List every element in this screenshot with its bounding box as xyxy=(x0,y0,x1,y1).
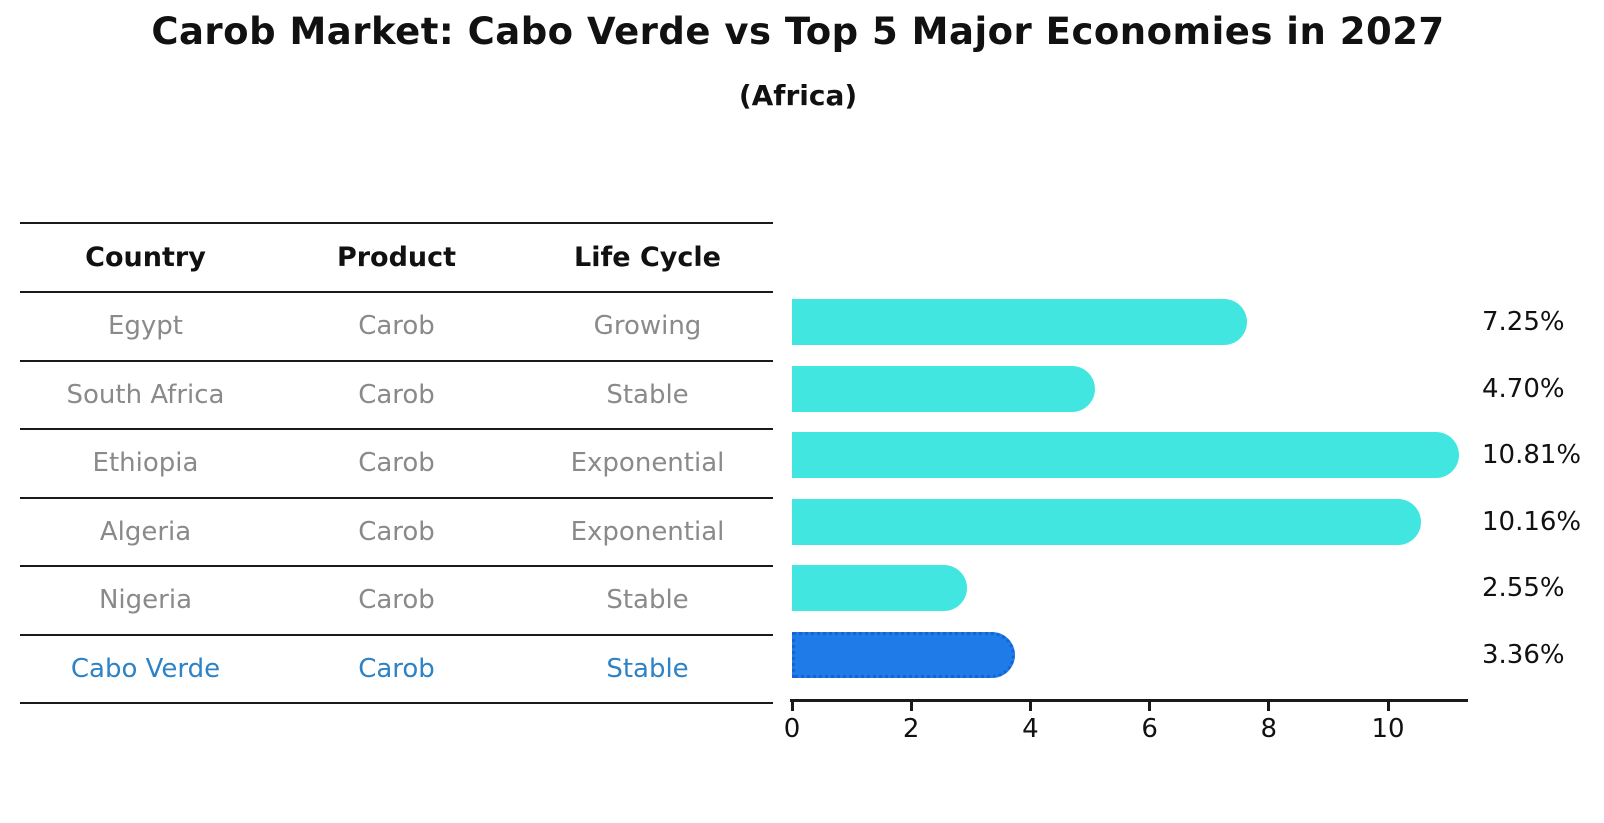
x-tick-label: 10 xyxy=(1371,714,1405,744)
bar-ethiopia xyxy=(792,432,1460,479)
cell-country: Ethiopia xyxy=(92,448,199,479)
bar-value-label: 4.70% xyxy=(1482,373,1565,404)
table-row: Algeria Carob Exponential xyxy=(20,496,773,566)
cell-life-cycle: Exponential xyxy=(570,448,725,479)
bar-nigeria xyxy=(792,565,967,612)
x-tick-label: 0 xyxy=(783,714,801,744)
x-axis-line xyxy=(790,699,1468,702)
chart-subtitle: (Africa) xyxy=(738,79,858,112)
chart-title: Carob Market: Cabo Verde vs Top 5 Major … xyxy=(151,10,1445,53)
table-row: Cabo Verde Carob Stable xyxy=(20,633,773,703)
x-tick-label: 4 xyxy=(1022,714,1039,744)
table-row: Nigeria Carob Stable xyxy=(20,565,773,634)
cell-life-cycle: Growing xyxy=(593,311,702,342)
info-table-body: Egypt Carob Growing South Africa Carob Stable… xyxy=(20,291,773,702)
cell-country: Egypt xyxy=(107,311,184,342)
x-tick xyxy=(1267,702,1271,711)
cell-product: Carob xyxy=(358,448,435,479)
x-tick-label: 2 xyxy=(902,714,920,744)
bar-value-label: 3.36% xyxy=(1482,639,1565,670)
x-tick-label: 6 xyxy=(1141,714,1158,744)
cell-life-cycle: Stable xyxy=(606,379,689,410)
cell-product: Carob xyxy=(358,653,435,684)
cell-life-cycle: Stable xyxy=(606,653,689,684)
cell-product: Carob xyxy=(358,585,435,616)
x-tick xyxy=(909,702,913,711)
cell-product: Carob xyxy=(358,516,435,547)
bar-egypt xyxy=(792,299,1248,346)
cell-product: Carob xyxy=(358,379,435,410)
x-tick xyxy=(790,702,794,711)
table-header-row: Country Product Life Cycle xyxy=(20,222,773,291)
table-row: South Africa Carob Stable xyxy=(20,359,773,429)
header-product: Product xyxy=(336,242,457,273)
cell-product: Carob xyxy=(358,311,435,342)
cell-life-cycle: Stable xyxy=(606,585,689,616)
cell-country: Nigeria xyxy=(98,585,193,616)
header-life-cycle: Life Cycle xyxy=(574,242,721,273)
bar-value-label: 7.25% xyxy=(1482,307,1565,338)
header-country: Country xyxy=(85,242,206,273)
table-row: Ethiopia Carob Exponential xyxy=(20,428,773,497)
bar-algeria xyxy=(792,498,1421,545)
x-tick xyxy=(1386,702,1390,711)
info-table: Country Product Life Cycle Egypt Carob Gro… xyxy=(20,222,773,704)
bar-value-label: 10.81% xyxy=(1482,440,1582,471)
cell-country: Cabo Verde xyxy=(70,653,221,684)
cell-country: Algeria xyxy=(99,516,192,547)
cell-life-cycle: Exponential xyxy=(570,516,725,547)
bar-value-label: 10.16% xyxy=(1482,506,1582,537)
table-row: Egypt Carob Growing xyxy=(20,291,773,360)
bar-value-label: 2.55% xyxy=(1482,573,1565,604)
x-tick xyxy=(1028,702,1032,711)
x-tick-label: 8 xyxy=(1260,714,1278,744)
bar-cabo-verde xyxy=(792,631,1016,678)
bar-south-africa xyxy=(792,365,1096,412)
x-tick xyxy=(1148,702,1152,711)
cell-country: South Africa xyxy=(66,379,225,410)
